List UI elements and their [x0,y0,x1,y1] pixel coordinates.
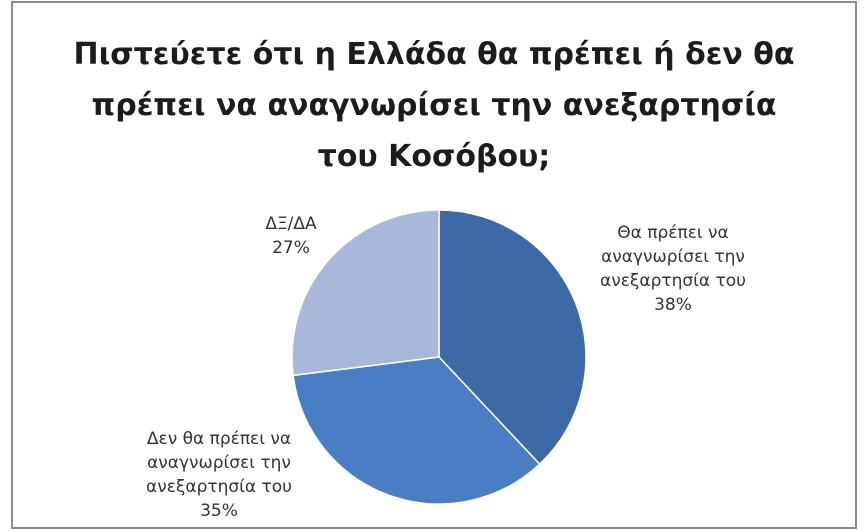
slice-label-line: ανεξαρτησία του [600,271,746,291]
chart-area: Πιστεύετε ότι η Ελλάδα θα πρέπει ή δεν θ… [11,1,857,529]
slice-label-line: Δεν θα πρέπει να [146,429,292,449]
slice-label-should-not-recognize: Δεν θα πρέπει να αναγνωρίσει την ανεξαρτ… [129,427,309,523]
chart-title: Πιστεύετε ότι η Ελλάδα θα πρέπει ή δεν θ… [13,29,855,182]
slice-label-line: ανεξαρτησία του [146,477,292,497]
pie-chart [291,209,587,505]
slice-label-line: αναγνωρίσει την [147,453,291,473]
slice-label-line: Θα πρέπει να [617,223,729,243]
pie-slice-should-recognize [438,209,587,466]
slice-label-line: αναγνωρίσει την [601,247,745,267]
chart-title-line-3: του Κοσόβου; [317,139,551,174]
pie-slice-dont-know [291,209,440,377]
slice-label-should-recognize: Θα πρέπει να αναγνωρίσει την ανεξαρτησία… [583,221,763,317]
slice-label-dont-know: ΔΞ/ΔΑ 27% [241,212,341,260]
slice-value-label: 38% [654,295,692,315]
slice-value-label: 35% [200,501,238,521]
chart-title-line-1: Πιστεύετε ότι η Ελλάδα θα πρέπει ή δεν θ… [73,37,795,72]
pie-slice-should-not-recognize [292,356,541,505]
slice-label-line: ΔΞ/ΔΑ [265,214,317,234]
chart-title-line-2: πρέπει να αναγνωρίσει την ανεξαρτησία [91,88,777,123]
slice-value-label: 27% [272,238,310,258]
